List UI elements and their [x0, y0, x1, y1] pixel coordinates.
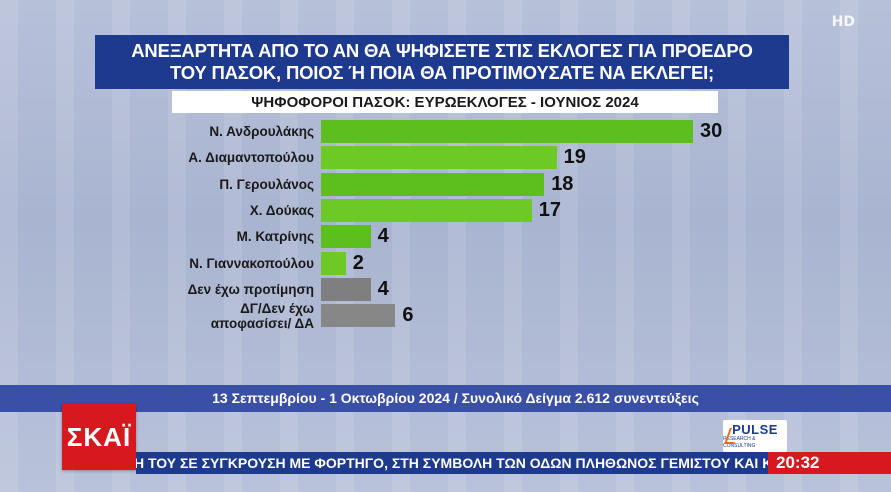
- category-label-line: Ν. Γιαννακοπούλου: [189, 255, 314, 271]
- data-label: 18: [551, 172, 574, 195]
- fieldwork-band: 13 Σεπτεμβρίου - 1 Οκτωβρίου 2024 / Συνο…: [0, 385, 891, 412]
- category-label-line: Π. Γερουλάνος: [219, 176, 314, 192]
- data-label: 2: [352, 251, 364, 274]
- chart-title-line-2: ΤΟΥ ΠΑΣΟΚ, ΠΟΙΟΣ Ή ΠΟΙΑ ΘΑ ΠΡΟΤΙΜΟΥΣΑΤΕ …: [169, 62, 715, 83]
- data-label: 19: [563, 146, 586, 169]
- bar: [321, 277, 371, 301]
- bar: [321, 251, 346, 275]
- data-label: 4: [377, 225, 389, 248]
- bar-chart: Ν. Ανδρουλάκης 30 Α. Διαμαντοπούλου 19 Π. Γε…: [144, 120, 723, 331]
- category-label-line: Δεν έχω προτίμηση: [187, 281, 314, 297]
- hd-badge: HD: [831, 14, 855, 30]
- data-label: 6: [402, 304, 414, 327]
- bar: [321, 198, 532, 222]
- category-label: Π. Γερουλάνος: [144, 177, 314, 192]
- bar: [321, 304, 396, 328]
- category-label: Δεν έχω προτίμηση: [144, 282, 314, 297]
- category-label-line: αποφασίσει/ ΔΑ: [210, 315, 314, 331]
- chart-title: ΑΝΕΞΑΡΤΗΤΑ ΑΠΟ ΤΟ ΑΝ ΘΑ ΨΗΦΙΣΕΤΕ ΣΤΙΣ ΕΚ…: [95, 35, 789, 89]
- category-label: ΔΓ/Δεν έχω αποφασίσει/ ΔΑ: [144, 301, 314, 331]
- channel-logo: ΣΚΑΪ: [62, 404, 136, 470]
- bar: [321, 225, 371, 249]
- pulse-logo: PULSE RESEARCH & CONSULTING: [723, 420, 787, 452]
- category-label-line: Μ. Κατρίνης: [236, 229, 314, 245]
- clock: 20:32: [768, 452, 891, 474]
- bar: [321, 120, 693, 143]
- pulse-logo-name: PULSE: [732, 421, 778, 437]
- category-label-line: ΔΓ/Δεν έχω: [240, 300, 314, 316]
- category-label: Ν. Ανδρουλάκης: [144, 124, 314, 139]
- news-ticker: Η ΤΟΥ ΣΕ ΣΥΓΚΡΟΥΣΗ ΜΕ ΦΟΡΤΗΓΟ, ΣΤΗ ΣΥΜΒΟ…: [136, 452, 768, 474]
- category-label: Ν. Γιαννακοπούλου: [144, 256, 314, 271]
- category-label-line: Α. Διαμαντοπούλου: [188, 150, 314, 166]
- category-label: Χ. Δούκας: [144, 203, 314, 218]
- category-label-line: Ν. Ανδρουλάκης: [209, 124, 314, 139]
- category-label-line: Χ. Δούκας: [249, 202, 314, 218]
- category-label: Μ. Κατρίνης: [144, 229, 314, 244]
- chart-subtitle: ΨΗΦΟΦΟΡΟΙ ΠΑΣΟΚ: ΕΥΡΩΕΚΛΟΓΕΣ - ΙΟΥΝΙΟΣ 2…: [172, 91, 718, 113]
- data-label: 4: [377, 277, 389, 300]
- ticker-text: Η ΤΟΥ ΣΕ ΣΥΓΚΡΟΥΣΗ ΜΕ ΦΟΡΤΗΓΟ, ΣΤΗ ΣΥΜΒΟ…: [136, 455, 768, 471]
- category-label: Α. Διαμαντοπούλου: [144, 150, 314, 165]
- data-label: 17: [538, 198, 562, 221]
- pulse-logo-tagline: RESEARCH & CONSULTING: [723, 435, 756, 449]
- fieldwork-text: 13 Σεπτεμβρίου - 1 Οκτωβρίου 2024 / Συνο…: [212, 390, 699, 406]
- bar: [321, 146, 557, 170]
- data-label: 30: [700, 120, 723, 142]
- chart-title-line-1: ΑΝΕΞΑΡΤΗΤΑ ΑΠΟ ΤΟ ΑΝ ΘΑ ΨΗΦΙΣΕΤΕ ΣΤΙΣ ΕΚ…: [131, 40, 753, 61]
- bar: [321, 172, 545, 196]
